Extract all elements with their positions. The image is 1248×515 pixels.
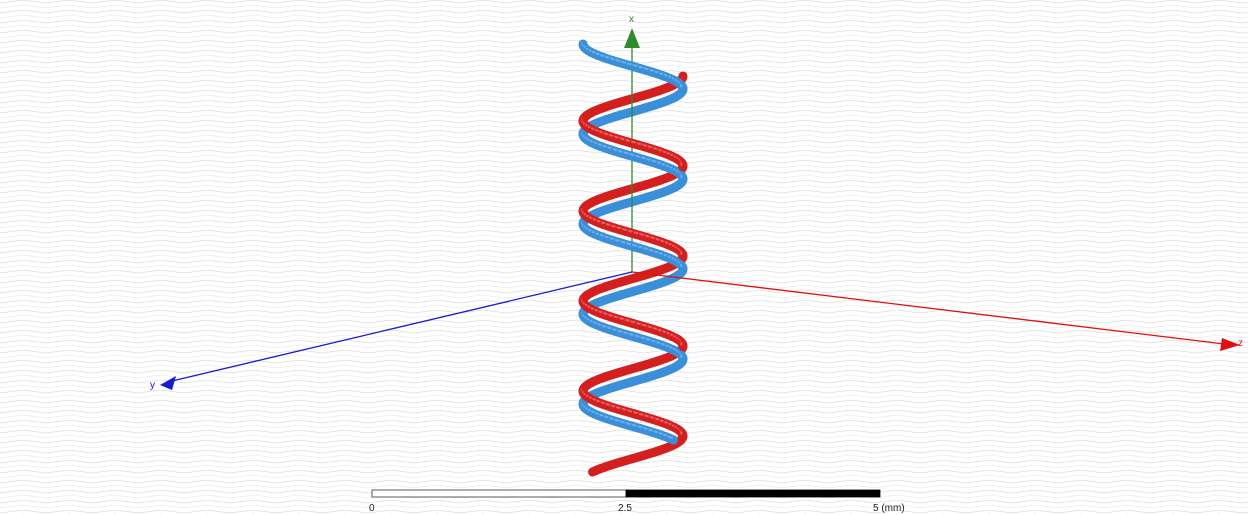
ruler-tick-0: 0 [369, 503, 375, 514]
helix-front-layer [578, 39, 688, 445]
z-axis-arrowhead [1220, 338, 1240, 351]
red-helix-segment [588, 465, 601, 477]
z-axis-label: z [1238, 338, 1243, 349]
blue-helix-highlight [679, 263, 683, 268]
blue-helix-segment [677, 82, 688, 94]
blue-helix-segment [677, 262, 688, 273]
blue-helix-segment [665, 433, 678, 445]
blue-helix-highlight [667, 435, 673, 439]
y-axis-line [171, 271, 633, 382]
ruler-tick-2-5: 2.5 [618, 503, 632, 514]
scale-ruler: 0 2.5 5 (mm) [369, 489, 905, 514]
ruler-tick-5-mm: 5 (mm) [873, 503, 905, 514]
x-axis-label: x [629, 14, 634, 25]
ruler-segment-light [371, 489, 627, 498]
y-axis-label: y [150, 380, 155, 391]
blue-helix-highlight [679, 83, 683, 88]
z-axis-line [631, 271, 1225, 345]
ruler-segment-dark [625, 489, 881, 498]
x-axis-arrowhead [624, 28, 640, 48]
y-axis-arrowhead [160, 376, 176, 390]
